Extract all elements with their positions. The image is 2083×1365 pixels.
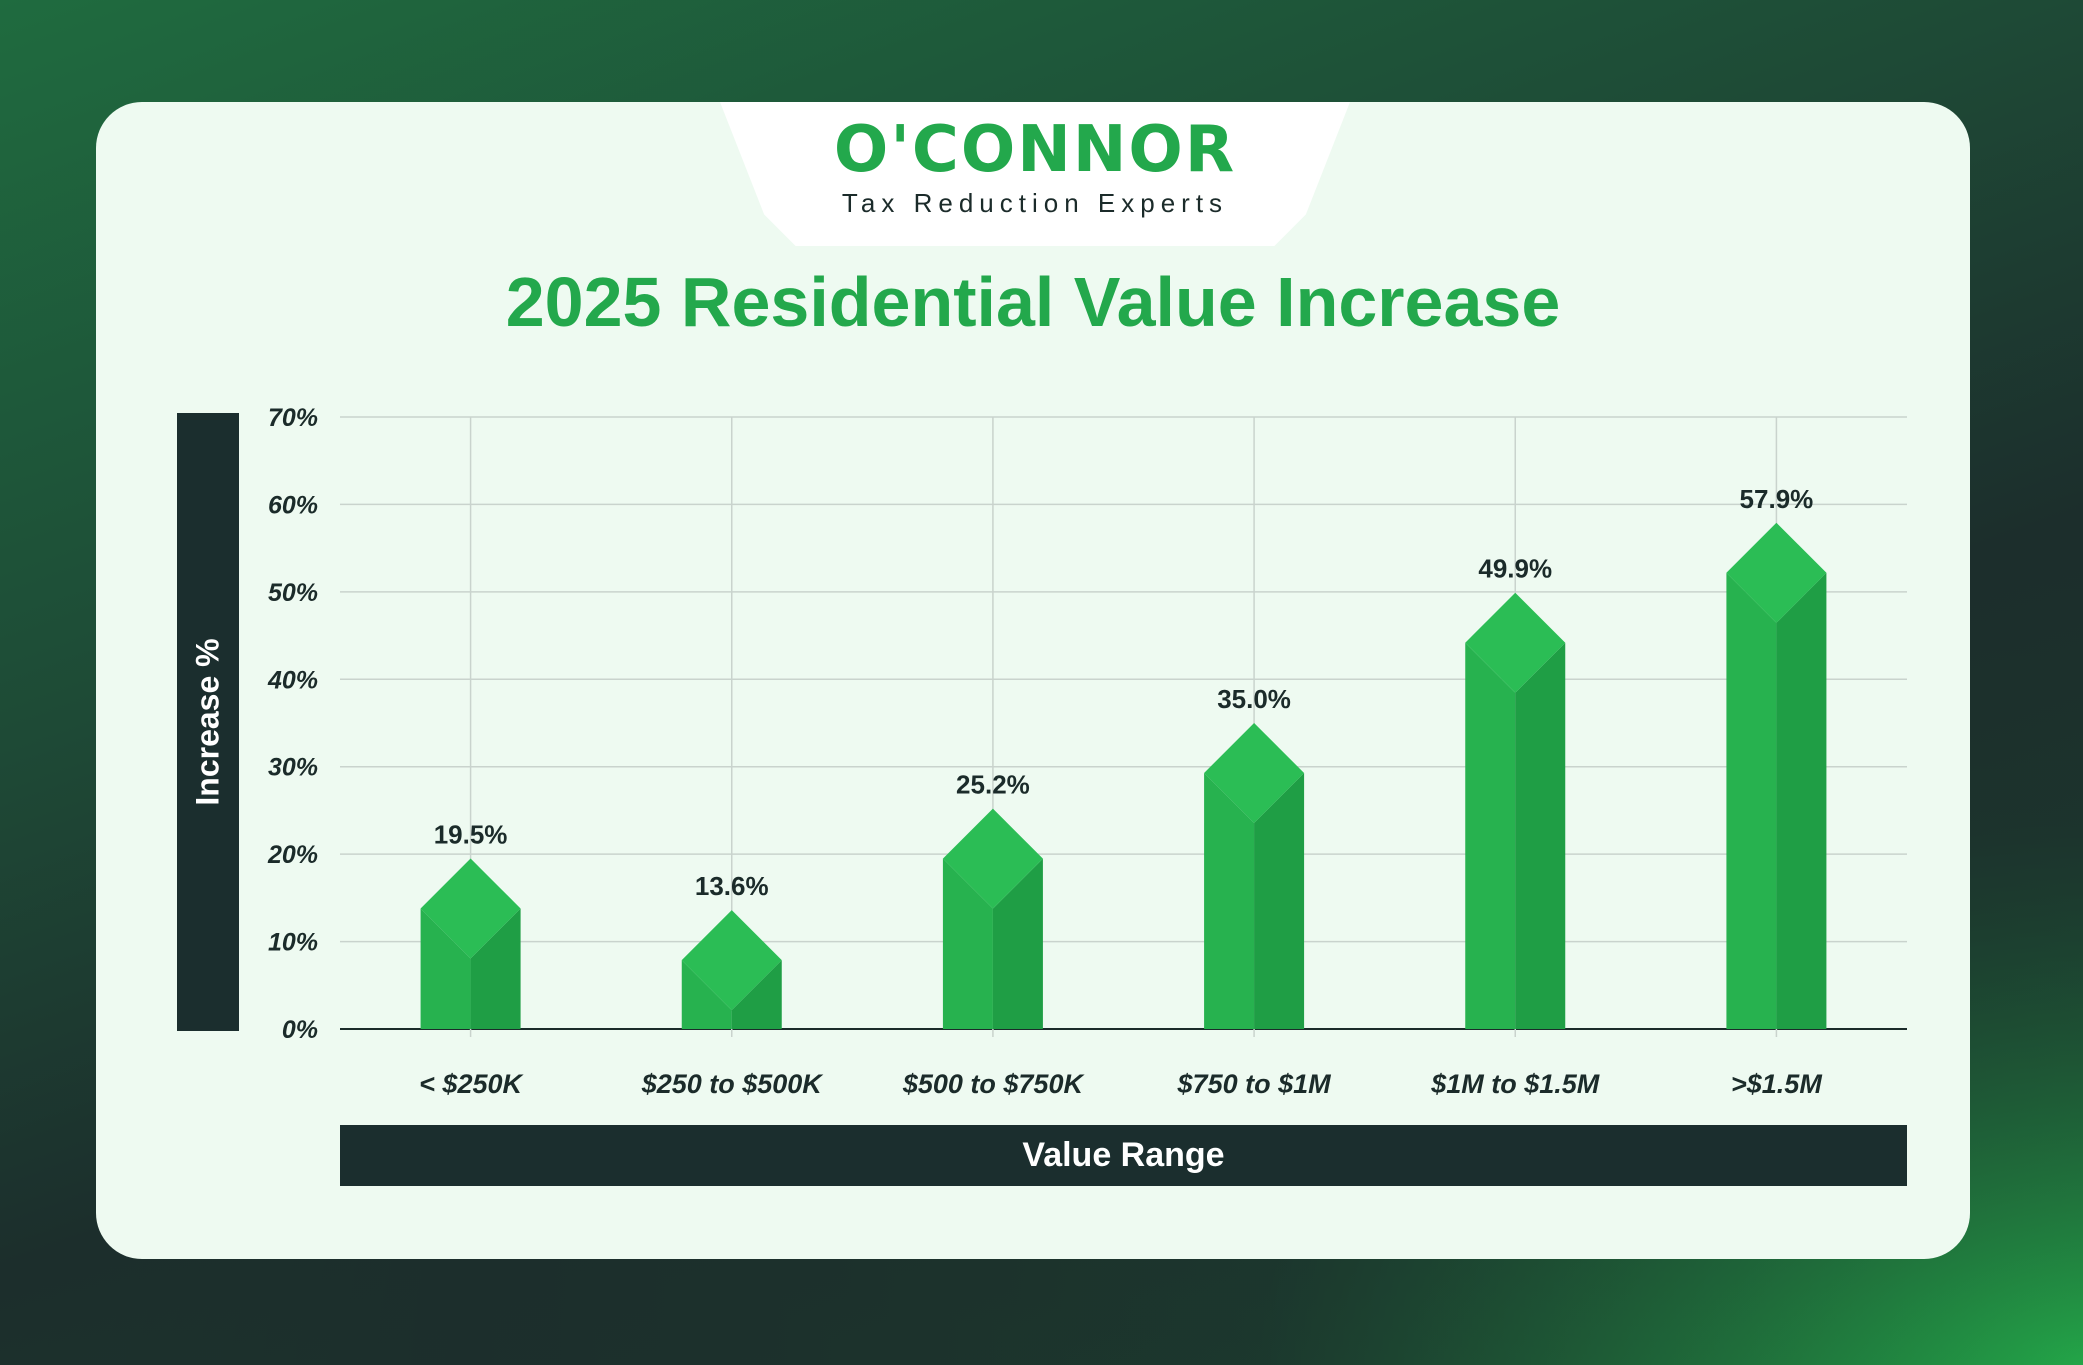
bar [420,858,521,1029]
y-tick-label: 10% [268,929,318,957]
chart-card [96,102,1970,1259]
bar [1726,522,1827,1029]
x-tick-label: >$1.5M [1731,1069,1822,1099]
brand-tagline: Tax Reduction Experts [841,188,1229,218]
x-tick-label: $1M to $1.5M [1430,1069,1600,1099]
brand-name: O'CONNOR [833,113,1237,187]
bar-top-face [1726,522,1827,623]
brand-logo: O'CONNOR Tax Reduction Experts [720,118,1350,219]
bar-top-face [1204,723,1305,823]
bar-left-face [420,908,471,1029]
logo-tab [720,102,1350,246]
data-label: 35.0% [1217,684,1291,714]
bar [1465,592,1566,1029]
chart-title: 2025 Residential Value Increase [505,263,1561,341]
y-tick-label: 70% [268,404,318,432]
bar-left-face [1204,773,1255,1029]
bar-top-face [942,808,1043,909]
bar [681,910,782,1029]
data-label: 49.9% [1478,554,1552,584]
x-tick-label: < $250K [419,1069,524,1099]
y-tick-label: 50% [268,579,318,607]
y-tick-label: 60% [268,491,318,519]
bar [942,808,1043,1029]
data-label: 19.5% [434,820,508,850]
x-tick-label: $750 to $1M [1177,1069,1332,1099]
bar [1204,723,1305,1029]
data-label: 25.2% [956,770,1030,800]
bar-left-face [1726,572,1777,1029]
bar-left-face [1465,642,1516,1029]
y-tick-label: 40% [267,666,318,694]
x-tick-label: $500 to $750K [902,1069,1086,1099]
bar-right-face [731,960,782,1029]
data-label: 13.6% [695,871,769,901]
bar-left-face [681,960,732,1029]
bar-top-face [420,858,521,959]
y-tick-label: 0% [282,1016,318,1044]
bar-right-face [1515,642,1566,1029]
data-label: 57.9% [1740,484,1814,514]
bar-top-face [1465,592,1566,693]
bar-top-face [681,910,782,1011]
y-tick-label: 20% [267,841,318,869]
bar-right-face [992,858,1043,1029]
y-tick-label: 30% [268,754,318,782]
x-axis-label: Value Range [340,1125,1907,1186]
y-axis-label-box [177,413,239,1031]
bar-left-face [942,858,993,1029]
bar-right-face [470,908,521,1029]
bar-right-face [1254,773,1305,1029]
x-tick-label: $250 to $500K [641,1069,825,1099]
bar-right-face [1776,572,1827,1029]
